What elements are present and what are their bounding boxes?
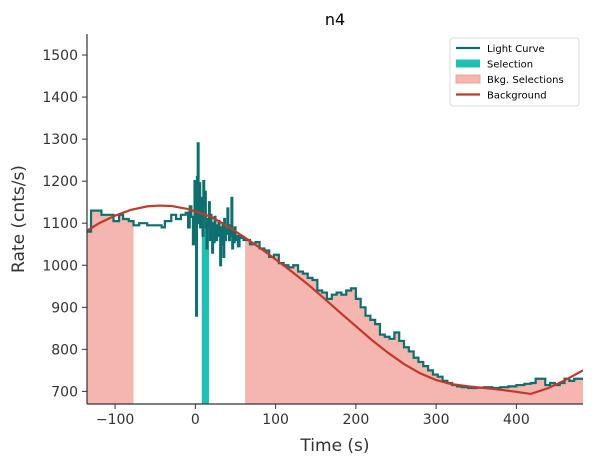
y-axis-label: Rate (cnts/s) (9, 165, 29, 273)
y-tick-label: 700 (51, 384, 78, 400)
x-tick-label: 200 (343, 412, 370, 428)
axes: −100 0 100 200 300 400 700 800 900 1000 1100 1200 13… (42, 34, 583, 428)
background-layer (87, 204, 583, 396)
legend-label: Background (487, 91, 547, 102)
y-tick-label: 1200 (42, 174, 78, 190)
x-tick-label: 400 (503, 412, 530, 428)
x-tick-label: 0 (191, 412, 200, 428)
background-model-line (87, 204, 583, 396)
x-axis-label: Time (s) (299, 436, 369, 456)
y-tick-label: 800 (51, 342, 78, 358)
y-tick-label: 1400 (42, 90, 78, 106)
bkg-selection-region (245, 240, 583, 404)
legend-box (449, 37, 580, 107)
bkg-selection-region (87, 210, 134, 404)
y-tick-label: 1100 (42, 216, 78, 232)
legend-label: Selection (487, 60, 533, 71)
x-tick-label: 300 (423, 412, 450, 428)
y-tick-label: 1000 (42, 258, 78, 274)
x-tick-label: 100 (262, 412, 289, 428)
legend-swatch-patch (456, 59, 480, 68)
bkg-selection-layer (87, 210, 583, 404)
chart-title: n4 (325, 10, 345, 29)
legend: Light Curve Selection Bkg. Selections Backg… (449, 37, 580, 107)
legend-swatch-patch (455, 74, 481, 84)
light-curve-line (87, 142, 583, 390)
y-tick-label: 900 (51, 300, 78, 316)
y-tick-label: 1500 (42, 48, 78, 64)
legend-label: Bkg. Selections (487, 75, 564, 86)
y-tick-label: 1300 (42, 132, 78, 148)
legend-label: Light Curve (487, 44, 545, 55)
light-curve-layer (87, 142, 583, 390)
x-tick-label: −100 (96, 412, 134, 428)
